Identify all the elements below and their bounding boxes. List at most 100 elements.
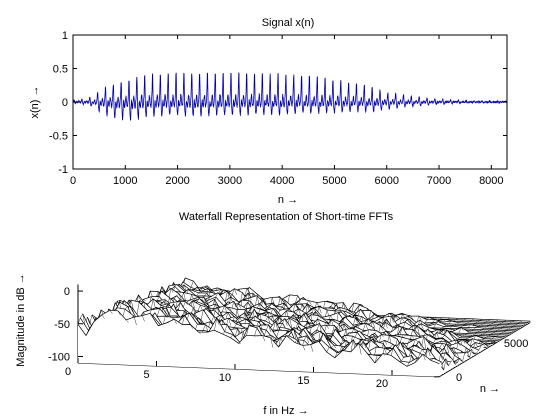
waterfall-mesh-segment	[266, 324, 269, 331]
waterfall-ftick-label: 20	[376, 378, 388, 390]
waterfall-mesh-segment	[224, 324, 228, 332]
waterfall-mesh-segment	[226, 324, 230, 330]
waterfall-mesh-segment	[472, 333, 475, 336]
signal-xtick-label: 6000	[374, 175, 398, 187]
waterfall-mesh-segment	[511, 330, 515, 333]
waterfall-mesh-segment	[273, 320, 276, 331]
waterfall-mesh-segment	[486, 325, 489, 327]
waterfall-mesh-segment	[174, 284, 178, 287]
waterfall-mesh-segment	[355, 318, 358, 324]
waterfall-mesh-segment	[330, 319, 334, 326]
waterfall-mesh-segment	[467, 324, 471, 328]
waterfall-mesh-segment	[482, 332, 486, 335]
waterfall-mesh-segment	[211, 316, 214, 323]
waterfall-mesh-segment	[511, 320, 515, 323]
signal-xtick-label: 2000	[165, 175, 189, 187]
signal-xtick-label: 0	[70, 175, 76, 187]
waterfall-ftick-label: 5	[143, 369, 149, 381]
waterfall-mesh-segment	[386, 331, 389, 334]
waterfall-mesh-segment	[429, 317, 432, 319]
waterfall-mesh-segment	[420, 323, 424, 329]
waterfall-mesh-segment	[335, 329, 338, 331]
waterfall-mesh-segment	[454, 352, 457, 356]
waterfall-mesh-segment	[504, 334, 508, 337]
waterfall-mesh-segment	[401, 317, 405, 322]
waterfall-mesh-segment	[467, 351, 470, 358]
waterfall-mesh-segment	[360, 330, 364, 333]
waterfall-mesh-segment	[478, 324, 481, 327]
waterfall-mesh-segment	[183, 284, 187, 291]
waterfall-mesh-segment	[416, 341, 420, 346]
waterfall-mesh-segment	[242, 327, 245, 329]
waterfall-mesh-segment	[198, 291, 202, 294]
waterfall-mesh-segment	[360, 309, 363, 311]
signal-xtick-label: 3000	[218, 175, 242, 187]
waterfall-mesh-segment	[311, 324, 314, 328]
waterfall-mesh-segment	[496, 334, 500, 337]
waterfall-mesh-segment	[374, 330, 378, 334]
waterfall-mesh-segment	[332, 329, 336, 335]
waterfall-mesh-segment	[171, 303, 174, 308]
signal-ytick-label: -1	[58, 164, 68, 176]
waterfall-mesh-segment	[352, 335, 355, 339]
waterfall-mesh-segment	[187, 299, 191, 302]
waterfall-mesh-segment	[117, 310, 121, 316]
waterfall-mesh-segment	[254, 327, 258, 336]
waterfall-ztick-label: 0	[64, 286, 70, 298]
waterfall-mesh-segment	[460, 327, 464, 331]
waterfall-mesh-segment	[305, 313, 309, 320]
waterfall-mesh-segment	[320, 333, 324, 340]
waterfall-mesh-segment	[317, 319, 320, 324]
waterfall-mesh-segment	[209, 321, 213, 325]
waterfall-mesh-segment	[228, 318, 231, 326]
waterfall-ntick-label: 5000	[504, 338, 528, 350]
waterfall-mesh-segment	[318, 339, 322, 342]
signal-ylabel: x(n) →	[29, 86, 41, 119]
waterfall-mesh-segment	[410, 315, 414, 320]
waterfall-mesh-segment	[326, 319, 330, 322]
waterfall-mesh-segment	[342, 316, 346, 322]
waterfall-mesh-segment	[509, 332, 512, 334]
waterfall-mesh-segment	[204, 285, 208, 287]
waterfall-mesh-segment	[418, 341, 422, 348]
waterfall-mesh-segment	[116, 302, 120, 308]
waterfall-mesh-segment	[298, 335, 301, 339]
waterfall-mesh-segment	[122, 309, 126, 317]
waterfall-mesh-segment	[334, 352, 338, 358]
waterfall-mesh-segment	[418, 315, 422, 321]
waterfall-mesh-segment	[477, 320, 480, 323]
waterfall-mesh-segment	[247, 300, 251, 303]
waterfall-mesh-segment	[497, 328, 501, 331]
waterfall-mesh-segment	[444, 330, 448, 336]
waterfall-mesh-segment	[382, 353, 386, 356]
waterfall-mesh-segment	[397, 341, 401, 349]
waterfall-mesh-segment	[471, 349, 475, 355]
waterfall-mesh-segment	[466, 331, 470, 334]
waterfall-mesh-segment	[371, 314, 375, 320]
waterfall-mesh-segment	[295, 295, 298, 304]
waterfall-mesh-segment	[369, 334, 373, 338]
waterfall-mesh-segment	[152, 312, 156, 316]
waterfall-mesh-segment	[441, 326, 445, 329]
waterfall-mesh-segment	[456, 352, 460, 359]
waterfall-mesh-segment	[513, 329, 517, 332]
waterfall-mesh-segment	[269, 312, 272, 316]
waterfall-mesh-segment	[446, 323, 449, 326]
waterfall-mesh-segment	[245, 319, 249, 320]
waterfall-mesh-segment	[134, 317, 137, 326]
waterfall-mesh-segment	[297, 317, 301, 319]
waterfall-mesh-segment	[320, 330, 323, 334]
waterfall-mesh-segment	[302, 345, 306, 351]
waterfall-mesh-segment	[519, 320, 523, 323]
waterfall-mesh-segment	[464, 351, 468, 353]
waterfall-mesh-segment	[197, 323, 200, 325]
waterfall-mesh-segment	[508, 327, 511, 330]
waterfall-mesh-segment	[497, 339, 501, 341]
waterfall-mesh-segment	[237, 316, 241, 323]
waterfall-mesh-segment	[310, 339, 314, 341]
waterfall-mesh-segment	[279, 306, 283, 311]
waterfall-mesh-segment	[346, 340, 349, 343]
waterfall-mesh-segment	[515, 323, 518, 326]
waterfall-mesh-segment	[359, 330, 362, 334]
waterfall-mesh-segment	[159, 307, 162, 309]
